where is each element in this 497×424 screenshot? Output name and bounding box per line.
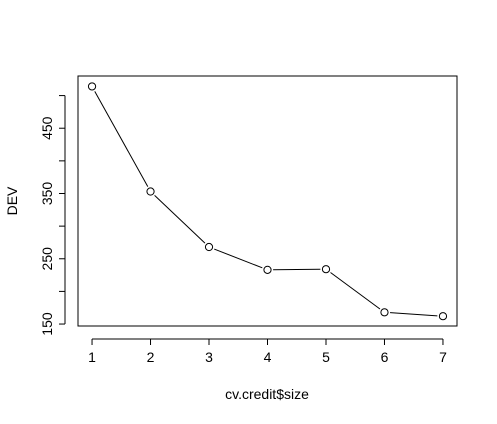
- y-tick-label: 450: [39, 116, 55, 140]
- x-tick-label: 3: [205, 349, 213, 365]
- series-line: [94, 91, 438, 317]
- y-axis: 150 250 350 450: [39, 95, 66, 336]
- plot-box: [77, 75, 458, 327]
- data-point: [321, 265, 331, 274]
- x-tick-label: 2: [147, 349, 155, 365]
- data-point: [146, 187, 155, 196]
- x-tick-label: 7: [439, 349, 447, 365]
- x-tick-label: 1: [88, 349, 96, 365]
- x-tick-label: 5: [322, 349, 330, 365]
- y-tick-label: 150: [39, 312, 55, 336]
- data-points: [87, 82, 448, 321]
- y-tick-label: 250: [39, 247, 55, 271]
- x-axis-title: cv.credit$size: [225, 386, 309, 402]
- data-point: [204, 242, 214, 252]
- x-axis: 1 2 3 4 5 6 7: [88, 338, 447, 365]
- data-point: [380, 308, 389, 317]
- data-point: [87, 82, 97, 91]
- x-tick-label: 4: [264, 349, 272, 365]
- data-point: [438, 312, 448, 321]
- y-tick-label: 350: [39, 182, 55, 206]
- x-tick-label: 6: [381, 349, 389, 365]
- data-point: [263, 265, 272, 274]
- y-axis-title: DEV: [4, 186, 20, 215]
